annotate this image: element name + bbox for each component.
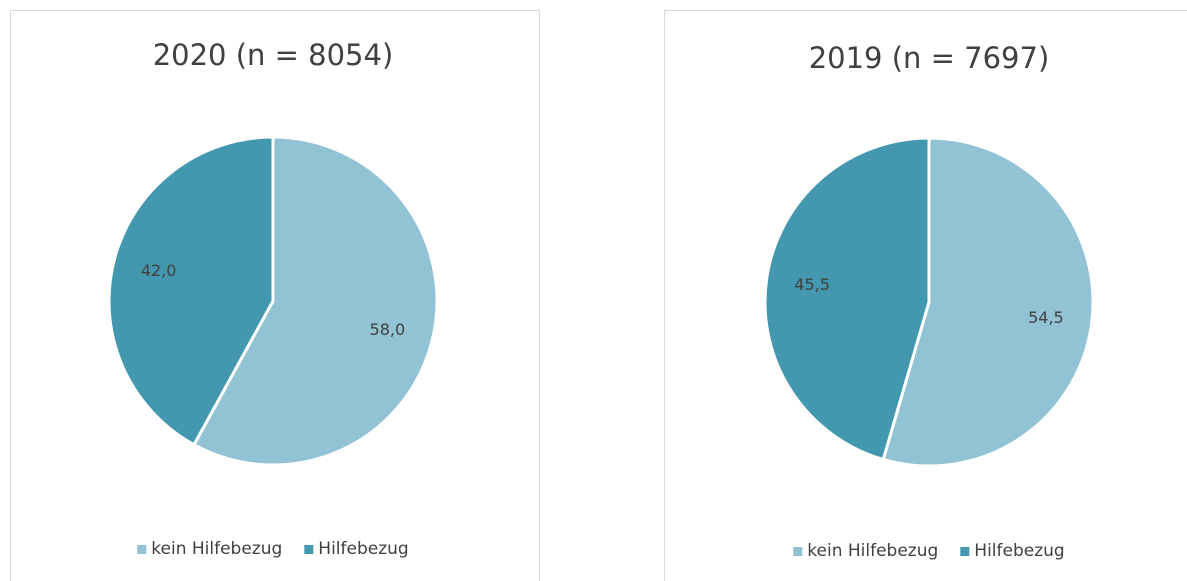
legend-label: kein Hilfebezug <box>151 539 282 559</box>
legend-marker <box>304 545 314 554</box>
chart-title: 2019 (n = 7697) <box>809 41 1050 75</box>
chart-title: 2020 (n = 8054) <box>153 38 394 72</box>
data-label: 45,5 <box>794 275 830 294</box>
data-label: 58,0 <box>370 320 406 339</box>
data-label: 54,5 <box>1028 308 1064 327</box>
legend-label: Hilfebezug <box>974 541 1064 561</box>
legend-marker <box>137 545 147 554</box>
pie-slice <box>107 135 275 447</box>
legend-marker <box>793 547 803 556</box>
pie-slice <box>191 135 439 467</box>
pie-slice <box>763 136 931 462</box>
pie-slice <box>881 136 1095 468</box>
legend-marker <box>960 547 970 556</box>
data-label: 42,0 <box>141 261 177 280</box>
legend-label: kein Hilfebezug <box>807 541 938 561</box>
legend-label: Hilfebezug <box>318 539 408 559</box>
